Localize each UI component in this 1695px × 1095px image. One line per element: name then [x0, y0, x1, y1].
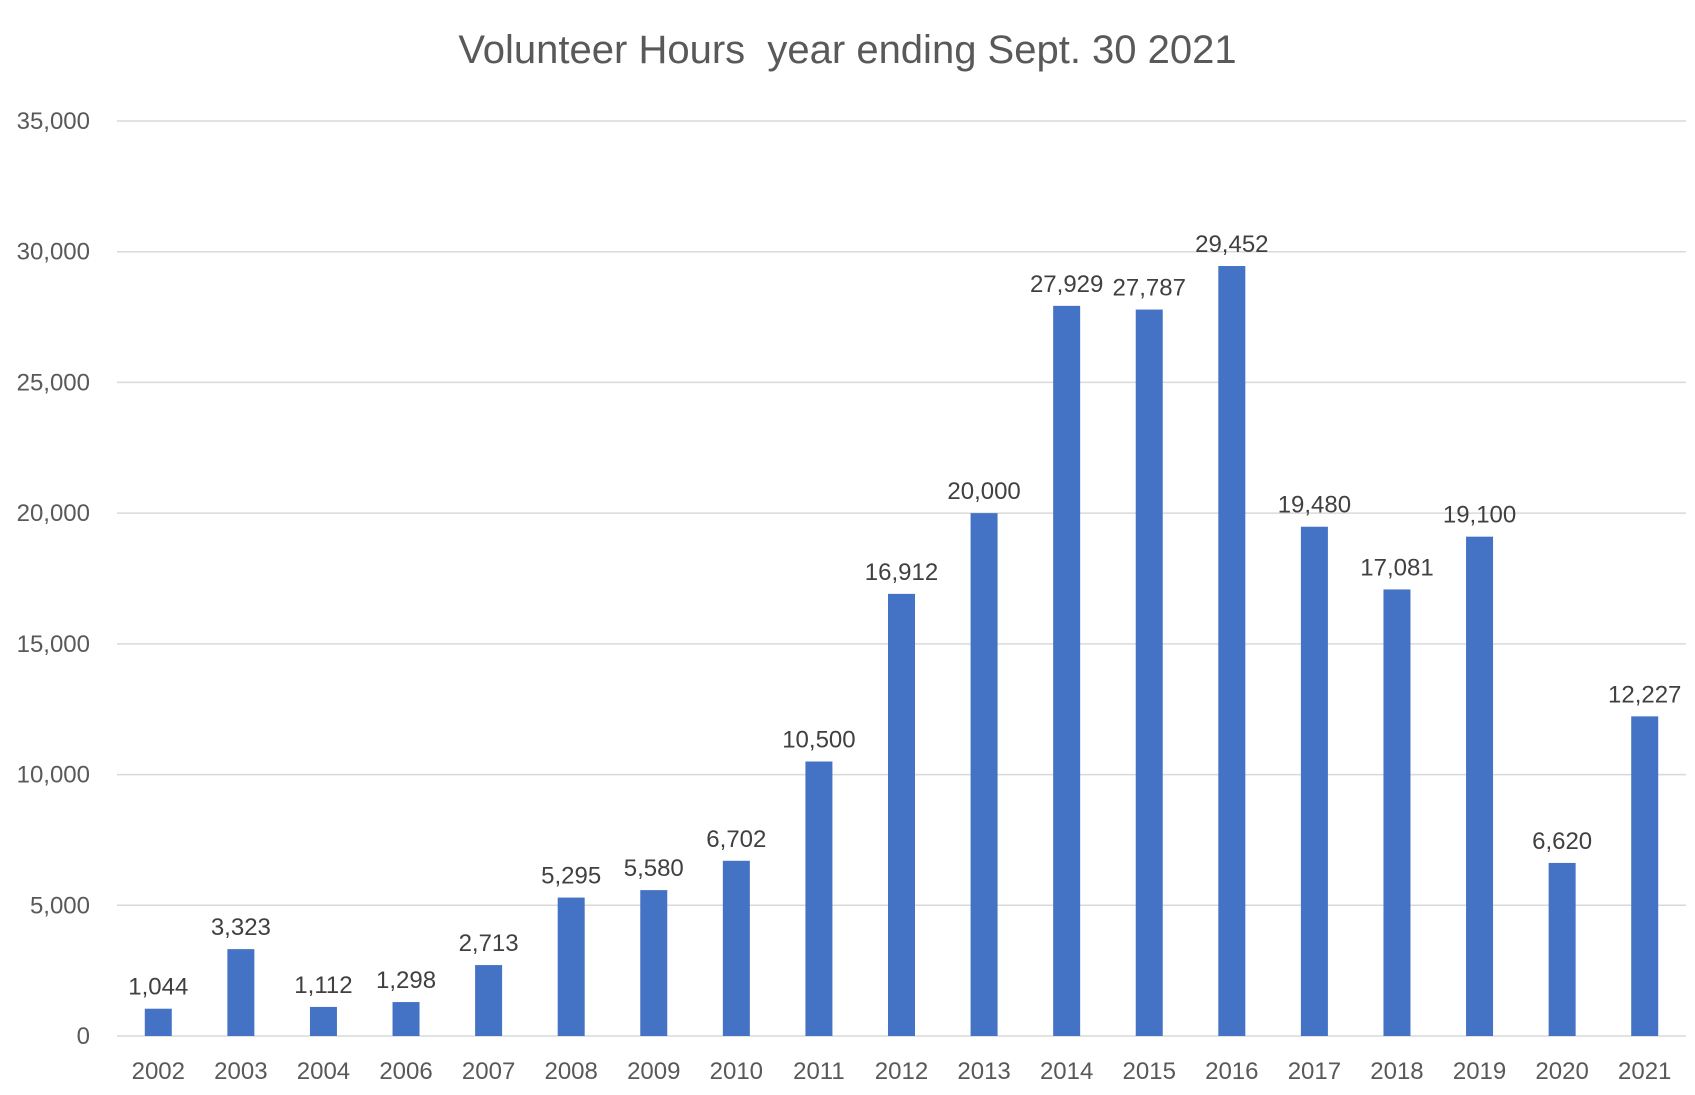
bar-2021: [1631, 716, 1659, 1036]
data-label: 5,580: [624, 855, 684, 882]
x-tick-label: 2013: [957, 1058, 1010, 1085]
data-label: 1,044: [128, 974, 188, 1001]
y-tick-label: 15,000: [17, 631, 90, 658]
x-tick-label: 2016: [1205, 1058, 1258, 1085]
bar-2018: [1383, 589, 1411, 1036]
x-tick-label: 2003: [214, 1058, 267, 1085]
chart-title: Volunteer Hours year ending Sept. 30 202…: [458, 28, 1237, 72]
bars: [144, 266, 1659, 1037]
x-tick-label: 2004: [297, 1058, 350, 1085]
bar-2020: [1548, 862, 1576, 1036]
y-tick-label: 25,000: [17, 369, 90, 396]
bar-2014: [1053, 305, 1081, 1036]
bar-2017: [1300, 526, 1328, 1036]
x-tick-label: 2012: [875, 1058, 928, 1085]
bar-2011: [805, 761, 833, 1036]
bar-2003: [227, 949, 255, 1036]
bar-2012: [888, 593, 915, 1036]
bar-2007: [475, 965, 503, 1036]
x-tick-label: 2019: [1453, 1058, 1506, 1085]
y-tick-label: 30,000: [17, 239, 90, 266]
data-label: 19,480: [1278, 492, 1351, 519]
x-tick-label: 2020: [1535, 1058, 1588, 1085]
data-label: 16,912: [865, 559, 938, 586]
data-label: 27,787: [1113, 275, 1186, 302]
x-tick-label: 2002: [132, 1058, 185, 1085]
x-tick-label: 2014: [1040, 1058, 1093, 1085]
x-tick-label: 2015: [1123, 1058, 1176, 1085]
data-label: 29,452: [1195, 231, 1268, 258]
data-label: 17,081: [1360, 554, 1433, 581]
x-tick-label: 2021: [1618, 1058, 1671, 1085]
y-tick-label: 35,000: [17, 108, 90, 135]
data-label: 6,702: [706, 826, 766, 853]
data-label: 12,227: [1608, 681, 1681, 708]
data-label: 3,323: [211, 914, 271, 941]
data-label: 10,500: [782, 727, 855, 754]
x-tick-label: 2017: [1288, 1058, 1341, 1085]
x-tick-label: 2018: [1370, 1058, 1423, 1085]
x-tick-label: 2006: [379, 1058, 432, 1085]
data-label: 1,298: [376, 967, 436, 994]
y-tick-label: 20,000: [17, 500, 90, 527]
data-label: 2,713: [459, 930, 519, 957]
bar-2002: [144, 1008, 172, 1036]
y-tick-label: 0: [77, 1023, 90, 1050]
bar-2006: [392, 1002, 420, 1036]
data-label: 20,000: [947, 478, 1020, 505]
x-tick-label: 2007: [462, 1058, 515, 1085]
bar-2019: [1466, 536, 1494, 1036]
bar-2013: [970, 513, 998, 1036]
y-tick-label: 5,000: [30, 892, 90, 919]
x-tick-label: 2008: [544, 1058, 597, 1085]
data-label: 19,100: [1443, 502, 1516, 529]
data-label: 27,929: [1030, 271, 1103, 298]
bar-2016: [1218, 266, 1246, 1037]
x-axis-ticks: 2002 2003 2004 2006 2007 2008 2009 2010 2011 2012…: [132, 1058, 1672, 1085]
bar-2010: [722, 860, 750, 1036]
x-tick-label: 2010: [710, 1058, 763, 1085]
data-label: 5,295: [541, 863, 601, 890]
bar-2008: [557, 897, 585, 1036]
data-label: 1,112: [294, 972, 352, 999]
x-tick-label: 2009: [627, 1058, 680, 1085]
bar-2015: [1135, 309, 1163, 1036]
x-tick-label: 2011: [793, 1058, 845, 1085]
y-tick-label: 10,000: [17, 762, 90, 789]
bar-2004: [309, 1006, 337, 1036]
bar-2009: [640, 890, 668, 1036]
data-labels: 1,044 3,323 1,112 1,298 2,713 5,295 5,580 6,702…: [128, 231, 1681, 1001]
y-axis-ticks: 0 5,000 10,000 15,000 20,000 25,000 30,000 35,0…: [17, 108, 90, 1050]
data-label: 6,620: [1532, 828, 1592, 855]
